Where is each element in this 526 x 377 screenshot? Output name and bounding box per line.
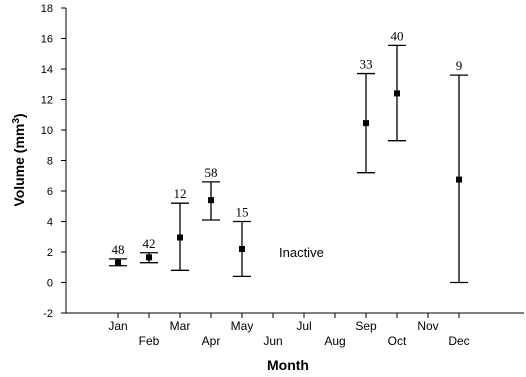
x-tick-label: Jul: [296, 319, 311, 333]
y-tick-label: 2: [47, 247, 53, 259]
mean-point: [115, 260, 121, 266]
y-tick-label: 12: [41, 95, 53, 107]
mean-point: [239, 246, 245, 252]
x-tick-label: Mar: [170, 319, 191, 333]
y-axis-title-close: ): [11, 113, 27, 118]
x-tick-label: Feb: [139, 334, 160, 348]
x-tick-label: Oct: [388, 334, 407, 348]
plot-frame: [66, 8, 524, 313]
x-tick-label: May: [231, 319, 254, 333]
y-tick-label: 18: [41, 3, 53, 15]
y-tick-label: 8: [47, 156, 53, 168]
y-tick-label: -2: [43, 308, 53, 320]
mean-point: [363, 120, 369, 126]
y-tick-label: 14: [41, 64, 53, 76]
y-tick-label: 4: [47, 217, 53, 229]
x-tick-label: Dec: [448, 334, 469, 348]
x-tick-label: Apr: [202, 334, 221, 348]
error-bar-may: 15: [233, 205, 251, 277]
sample-size-label: 58: [205, 165, 218, 180]
mean-point: [456, 177, 462, 183]
x-tick-label: Aug: [324, 334, 345, 348]
mean-point: [177, 235, 183, 241]
sample-size-label: 12: [174, 186, 187, 201]
x-tick-label: Sep: [355, 319, 377, 333]
y-tick-label: 6: [47, 186, 53, 198]
mean-point: [146, 254, 152, 260]
inactive-annotation: Inactive: [279, 245, 324, 260]
x-axis-title: Month: [267, 357, 309, 373]
x-tick-label: Jan: [108, 319, 127, 333]
sample-size-label: 40: [391, 28, 404, 43]
y-tick-label: 10: [41, 125, 53, 137]
x-tick-label: Nov: [417, 319, 438, 333]
mean-point: [394, 90, 400, 96]
sample-size-label: 15: [236, 205, 249, 220]
x-axis-ticks: Jan Feb Mar Apr May Jun Jul Aug Sep Oct Nov Dec: [108, 313, 469, 348]
y-tick-label: 16: [41, 34, 53, 46]
error-bar-mar: 12: [171, 186, 189, 270]
y-axis-title: Volume (mm3): [11, 113, 27, 206]
error-bar-sep: 33: [357, 57, 375, 173]
error-bar-dec: 9: [450, 58, 468, 282]
y-tick-label: 0: [47, 278, 53, 290]
sample-size-label: 9: [456, 58, 463, 73]
sample-size-label: 42: [143, 236, 156, 251]
error-bar-apr: 58: [202, 165, 220, 220]
mean-point: [208, 197, 214, 203]
sample-size-label: 33: [360, 57, 373, 72]
sample-size-label: 48: [112, 242, 125, 257]
y-axis-ticks: -2 0 2 4 6 8 10 12 14 16 18: [41, 3, 66, 320]
error-bar-oct: 40: [388, 28, 406, 140]
error-bar-jan: 48: [109, 242, 127, 266]
x-tick-label: Jun: [263, 334, 282, 348]
error-bar-feb: 42: [140, 236, 158, 263]
